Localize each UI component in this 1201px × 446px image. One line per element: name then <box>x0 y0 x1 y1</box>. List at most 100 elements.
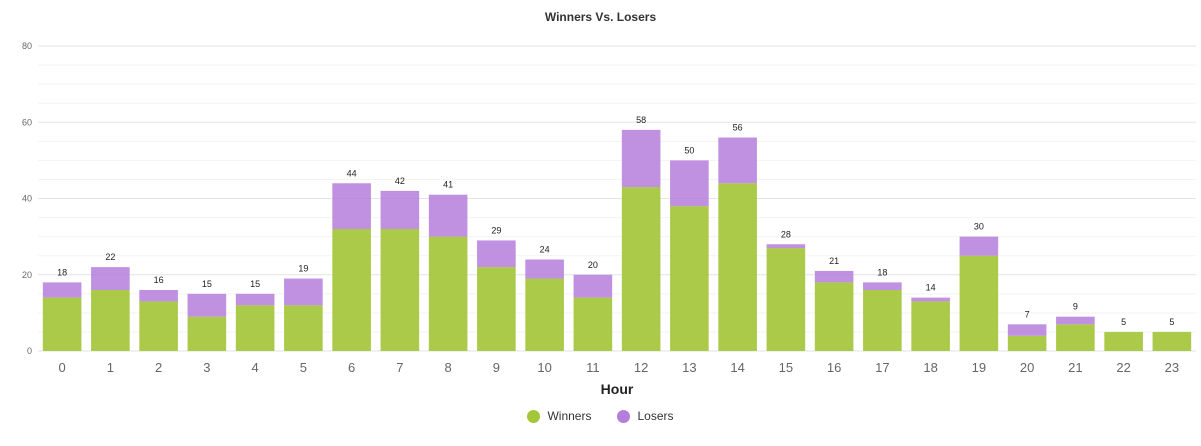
bar-losers <box>284 278 323 306</box>
bar-losers <box>235 293 275 306</box>
y-tick-label: 20 <box>22 270 32 280</box>
legend-swatch-losers <box>617 409 631 423</box>
x-tick-label: 5 <box>300 360 307 375</box>
data-label-total: 42 <box>395 176 405 186</box>
x-tick-label: 1 <box>107 360 114 375</box>
data-label-total: 30 <box>974 222 984 232</box>
data-label-total: 16 <box>154 275 164 285</box>
data-label-total: 44 <box>347 168 357 178</box>
x-tick-label: 19 <box>972 360 986 375</box>
bar-losers <box>139 290 178 302</box>
x-tick-label: 23 <box>1165 360 1179 375</box>
x-tick-label: 13 <box>682 360 696 375</box>
x-tick-label: 0 <box>59 360 66 375</box>
data-label-total: 18 <box>57 267 67 277</box>
x-tick-label: 4 <box>252 360 259 375</box>
x-tick-label: 2 <box>155 360 162 375</box>
bar-winners <box>863 290 902 351</box>
bar-losers <box>187 293 227 317</box>
bar-winners <box>91 290 130 351</box>
data-label-total: 7 <box>1025 309 1030 319</box>
bar-winners <box>187 316 227 351</box>
bar-winners <box>332 229 371 351</box>
x-tick-label: 11 <box>586 360 600 375</box>
data-label-total: 5 <box>1121 317 1126 327</box>
y-tick-label: 80 <box>22 41 32 51</box>
data-label-total: 21 <box>829 256 839 266</box>
bar-winners <box>621 187 661 351</box>
legend-swatch-winners <box>527 409 541 423</box>
x-tick-label: 21 <box>1068 360 1082 375</box>
bar-losers <box>380 190 420 229</box>
data-label-total: 28 <box>781 229 791 239</box>
bar-winners <box>814 282 854 351</box>
data-label-total: 22 <box>105 252 115 262</box>
data-label-total: 24 <box>540 245 550 255</box>
legend-item-losers[interactable]: Losers <box>617 409 674 423</box>
bar-losers <box>91 267 130 290</box>
bar-winners <box>139 301 178 351</box>
bar-winners <box>670 206 709 351</box>
legend-item-winners[interactable]: Winners <box>527 409 591 423</box>
x-tick-label: 3 <box>203 360 210 375</box>
x-tick-label: 7 <box>396 360 403 375</box>
x-tick-label: 14 <box>730 360 744 375</box>
bar-winners <box>428 236 468 351</box>
x-tick-label: 18 <box>923 360 937 375</box>
bar-losers <box>959 236 999 256</box>
x-tick-label: 6 <box>348 360 355 375</box>
bar-winners <box>573 297 613 351</box>
bar-losers <box>428 194 468 237</box>
bar-losers <box>863 282 902 290</box>
data-label-total: 18 <box>877 267 887 277</box>
bar-winners <box>380 229 420 351</box>
bar-losers <box>1007 324 1047 336</box>
bar-losers <box>814 270 854 283</box>
bar-winners <box>1007 335 1047 351</box>
data-label-total: 41 <box>443 180 453 190</box>
legend: Winners Losers <box>0 409 1201 423</box>
bar-winners <box>1152 331 1192 351</box>
bar-winners <box>766 248 806 351</box>
bar-winners <box>477 267 516 351</box>
data-label-total: 20 <box>588 260 598 270</box>
x-tick-label: 15 <box>779 360 793 375</box>
chart-title: Winners Vs. Losers <box>544 10 657 24</box>
bar-winners <box>42 297 82 351</box>
bar-winners <box>235 305 275 351</box>
x-tick-label: 22 <box>1116 360 1130 375</box>
data-label-total: 14 <box>926 283 936 293</box>
bar-losers <box>42 282 82 298</box>
bar-winners <box>959 255 999 351</box>
x-tick-label: 16 <box>827 360 841 375</box>
data-label-total: 15 <box>250 279 260 289</box>
legend-label-losers: Losers <box>637 409 674 423</box>
bar-losers <box>573 274 613 298</box>
bar-losers <box>332 183 371 229</box>
x-tick-label: 10 <box>537 360 551 375</box>
x-tick-label: 20 <box>1020 360 1034 375</box>
data-label-total: 9 <box>1073 302 1078 312</box>
bar-losers <box>766 244 806 249</box>
bar-losers <box>670 160 709 207</box>
bar-losers <box>1056 316 1095 325</box>
x-tick-label: 8 <box>445 360 452 375</box>
data-label-total: 50 <box>684 145 694 155</box>
legend-label-winners: Winners <box>547 409 592 423</box>
x-tick-label: 12 <box>634 360 648 375</box>
bar-losers <box>477 240 516 268</box>
bar-winners <box>1104 331 1143 351</box>
bar-losers <box>911 297 950 302</box>
data-label-total: 19 <box>298 264 308 274</box>
bar-winners <box>1056 324 1095 351</box>
data-label-total: 29 <box>491 225 501 235</box>
x-tick-label: 9 <box>493 360 500 375</box>
bar-losers <box>718 137 757 184</box>
x-tick-label: 17 <box>875 360 889 375</box>
y-tick-label: 40 <box>22 194 32 204</box>
bar-winners <box>284 305 323 351</box>
bar-winners <box>718 183 757 351</box>
bar-losers <box>525 259 564 279</box>
